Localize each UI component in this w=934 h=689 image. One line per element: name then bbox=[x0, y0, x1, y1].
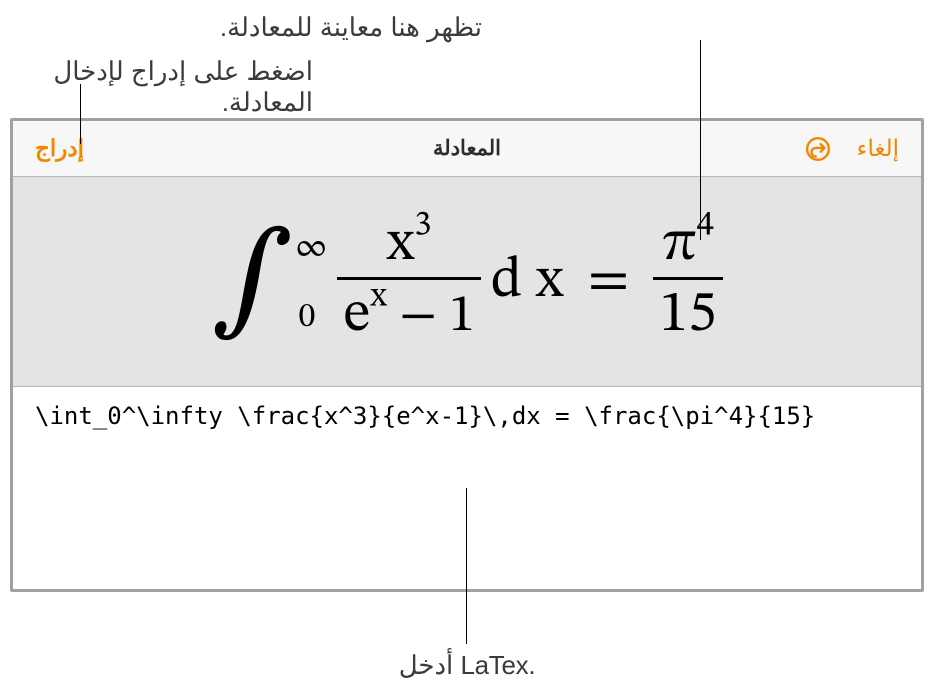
redo-icon[interactable] bbox=[805, 136, 831, 162]
cancel-button[interactable]: إلغاء bbox=[857, 135, 899, 162]
latex-input[interactable]: \int_0^\infty \frac{x^3}{e^x-1}\,dx = \f… bbox=[13, 387, 921, 589]
fraction-integrand: x3 ex − 1 bbox=[337, 215, 481, 348]
frac1-num-exp: 3 bbox=[414, 209, 431, 244]
leader-insert bbox=[80, 84, 81, 144]
frac1-num-base: x bbox=[387, 215, 415, 273]
leader-latex bbox=[466, 488, 467, 644]
rendered-equation: ∫ ∞ 0 x3 ex − 1 d x = π4 bbox=[211, 215, 723, 348]
callout-latex-text: أدخل LaTex. bbox=[0, 650, 934, 681]
dx-text: d x bbox=[491, 245, 564, 318]
frac2-num-base: π bbox=[662, 215, 696, 273]
equation-preview: ∫ ∞ 0 x3 ex − 1 d x = π4 bbox=[13, 177, 921, 387]
frac1-den-tail: − 1 bbox=[387, 291, 475, 343]
callout-preview-text: تظهر هنا معاينة للمعادلة. bbox=[220, 12, 482, 43]
equation-dialog: إلغاء المعادلة إدراج ∫ ∞ 0 bbox=[10, 118, 924, 592]
frac2-den: 15 bbox=[653, 280, 722, 348]
leader-preview bbox=[700, 40, 701, 240]
dialog-toolbar: إلغاء المعادلة إدراج bbox=[13, 121, 921, 177]
integral-symbol: ∫ bbox=[211, 231, 293, 333]
equals-sign: = bbox=[574, 245, 644, 318]
callout-insert-text: اضغط على إدراج لإدخال المعادلة. bbox=[0, 56, 313, 118]
insert-button[interactable]: إدراج bbox=[35, 135, 84, 162]
integral-lower-limit: 0 bbox=[299, 301, 316, 335]
frac1-den-base: e bbox=[343, 286, 370, 344]
frac1-den-exp: x bbox=[370, 280, 387, 315]
fraction-result: π4 15 bbox=[653, 215, 722, 348]
integral-upper-limit: ∞ bbox=[295, 231, 327, 265]
